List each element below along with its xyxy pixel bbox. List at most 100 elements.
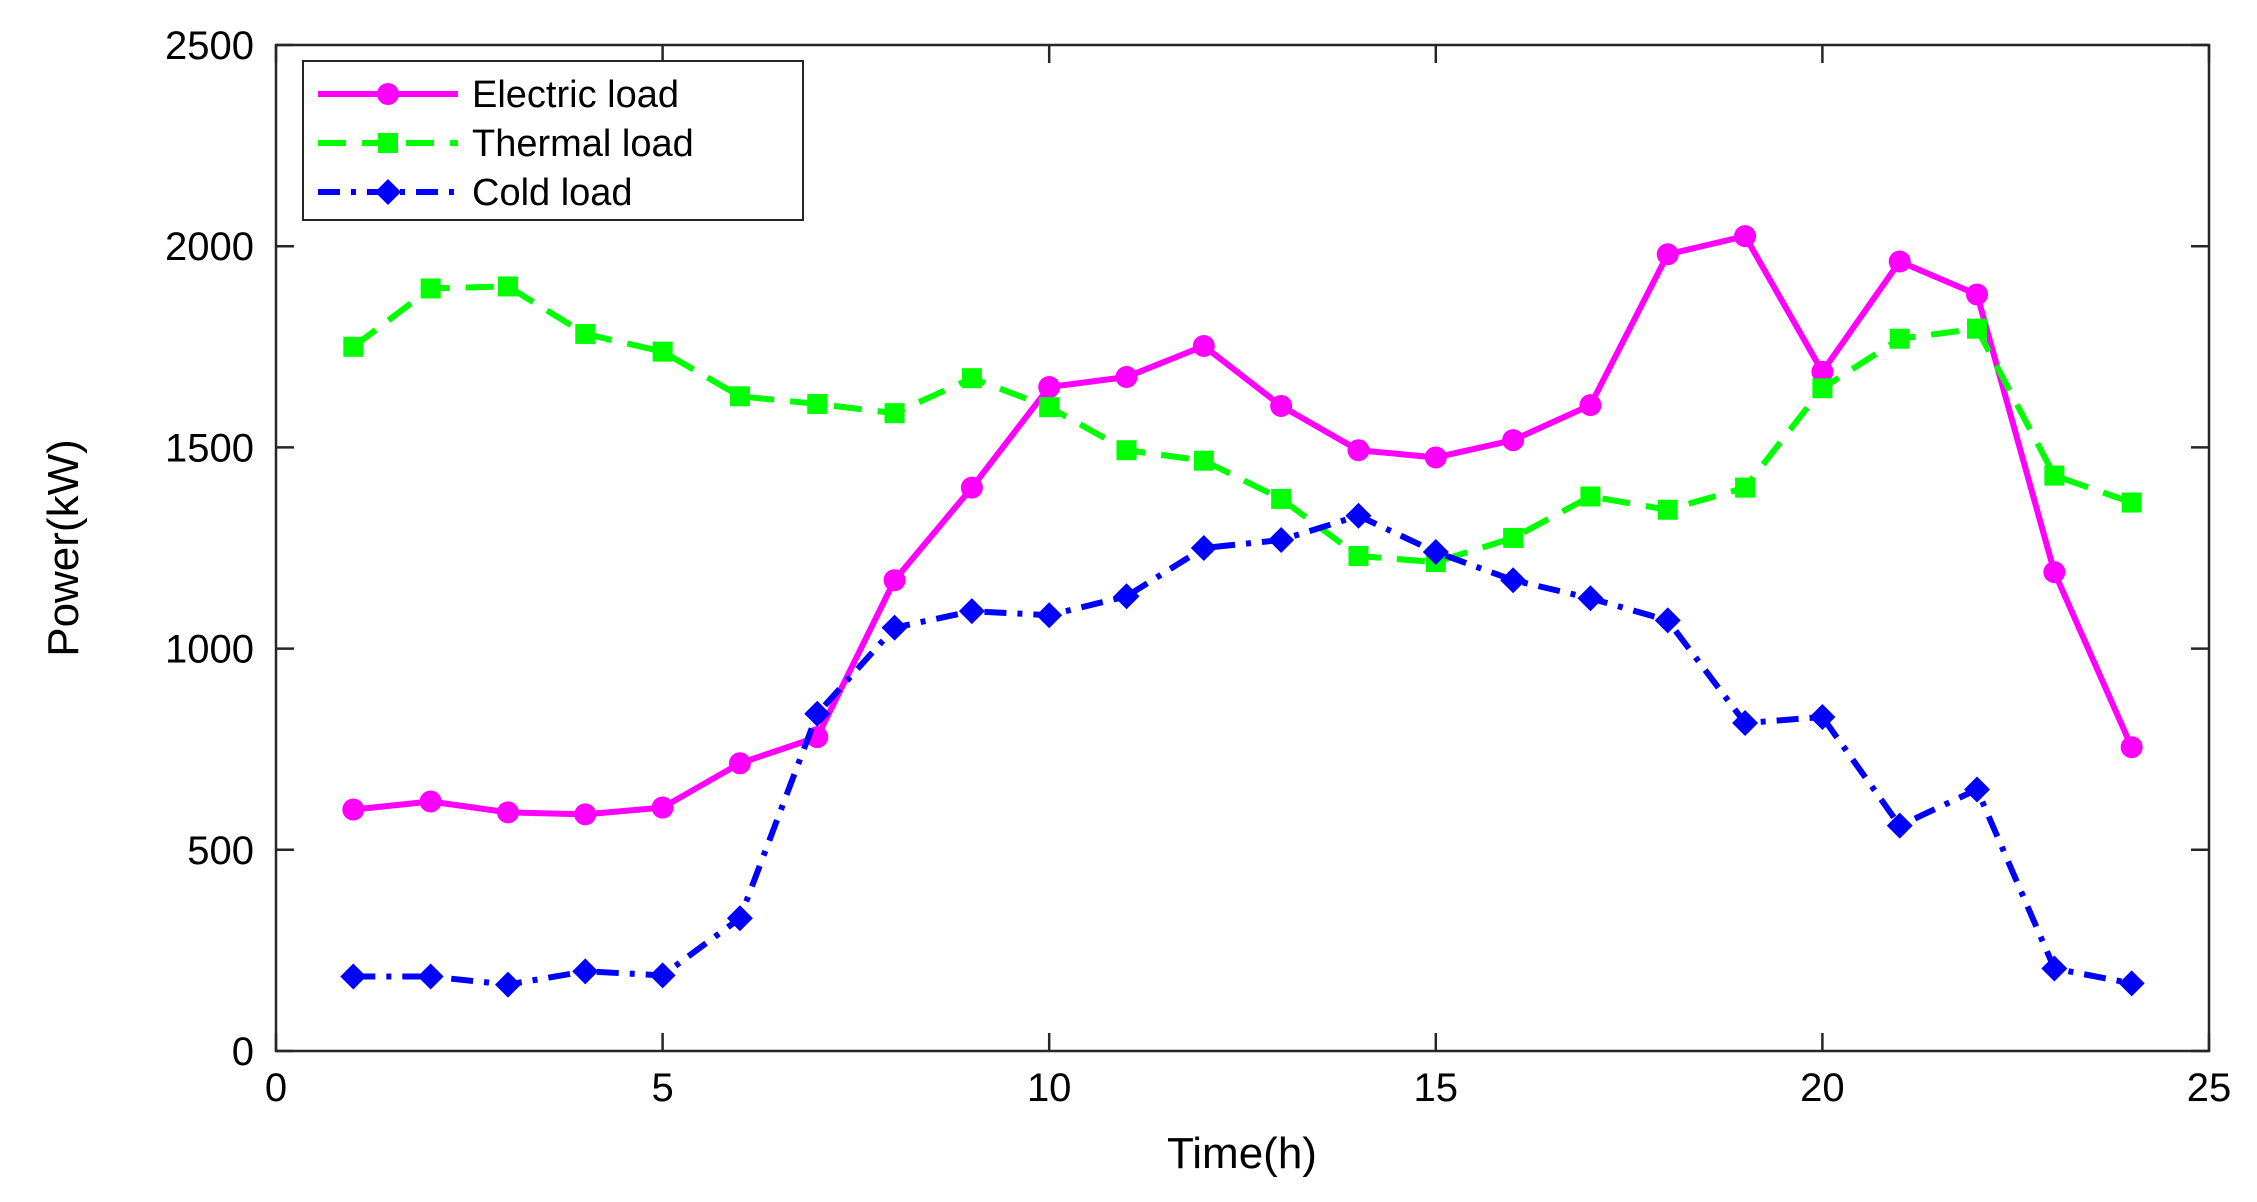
- data-point-2-11: [1190, 535, 1217, 561]
- series-line-0: [353, 233, 2135, 818]
- y-axis-title: Power(kW): [39, 439, 88, 657]
- x-tick-label: 0: [265, 1066, 287, 1110]
- data-point-0-2: [496, 801, 519, 824]
- x-tick-label: 20: [1800, 1066, 1845, 1110]
- y-tick-label: 0: [232, 1030, 254, 1074]
- data-point-0-11: [1192, 334, 1215, 357]
- data-point-2-6: [804, 700, 831, 727]
- data-point-2-1: [417, 963, 444, 990]
- data-point-1-1: [420, 278, 441, 299]
- data-point-2-3: [572, 958, 599, 985]
- data-point-0-23: [2120, 736, 2143, 759]
- plot-frame: [274, 43, 2211, 1053]
- data-point-1-15: [1503, 527, 1524, 548]
- legend-marker-1: [378, 133, 398, 153]
- legend: Electric load Thermal load Cold load: [302, 60, 804, 221]
- data-point-2-17: [1654, 607, 1681, 634]
- data-point-1-22: [2044, 465, 2065, 486]
- legend-entries: Electric load Thermal load Cold load: [318, 74, 694, 214]
- data-point-1-10: [1116, 440, 1137, 461]
- data-point-1-19: [1812, 378, 1833, 399]
- data-point-1-8: [961, 368, 982, 389]
- series-line-2: [353, 512, 2133, 988]
- data-point-1-16: [1580, 486, 1601, 507]
- data-point-1-13: [1348, 546, 1369, 567]
- data-point-1-5: [729, 386, 750, 407]
- x-tick-label: 5: [651, 1066, 673, 1110]
- legend-label-2: Cold load: [472, 172, 633, 214]
- data-point-0-0: [342, 798, 365, 821]
- data-point-0-4: [651, 796, 674, 819]
- data-point-2-10: [1113, 583, 1140, 610]
- data-point-0-13: [1347, 439, 1370, 462]
- data-point-2-7: [881, 614, 908, 641]
- data-point-0-20: [1888, 250, 1911, 273]
- data-point-0-19: [1811, 360, 1834, 383]
- plot-layer: [340, 225, 2145, 998]
- data-point-2-9: [1036, 602, 1063, 629]
- data-point-0-14: [1424, 446, 1447, 469]
- data-point-2-13: [1345, 502, 1372, 529]
- legend-marker-2: [375, 179, 401, 205]
- data-point-1-11: [1193, 450, 1214, 471]
- data-point-1-4: [652, 341, 673, 362]
- data-point-0-8: [960, 476, 983, 499]
- series-line-1: [351, 283, 2133, 566]
- y-axis-ticks: 0 500 1000 1500 2000 2500: [165, 24, 2209, 1074]
- x-axis-title: Time(h): [1167, 1129, 1317, 1178]
- y-tick-label: 2000: [165, 225, 254, 269]
- data-point-2-5: [726, 905, 753, 932]
- data-point-0-18: [1734, 225, 1757, 248]
- data-point-2-12: [1268, 526, 1295, 553]
- y-tick-label: 500: [187, 829, 254, 873]
- x-tick-label: 10: [1027, 1066, 1072, 1110]
- x-tick-label: 15: [1414, 1066, 1459, 1110]
- data-point-1-6: [807, 393, 828, 414]
- data-point-0-15: [1502, 429, 1525, 452]
- y-tick-label: 2500: [165, 24, 254, 68]
- data-point-1-17: [1657, 499, 1678, 520]
- data-point-2-15: [1500, 567, 1527, 594]
- data-point-1-12: [1271, 488, 1292, 509]
- data-point-2-8: [958, 598, 985, 625]
- data-point-1-7: [884, 403, 905, 424]
- data-point-2-14: [1422, 539, 1449, 566]
- x-tick-label: 25: [2187, 1066, 2232, 1110]
- data-point-2-22: [2041, 955, 2068, 982]
- y-tick-label: 1500: [165, 426, 254, 470]
- x-axis-ticks: 0 5 10 15 20 25: [265, 45, 2231, 1110]
- data-point-2-21: [1964, 776, 1991, 803]
- data-point-1-3: [575, 323, 596, 344]
- data-point-2-23: [2118, 970, 2145, 997]
- data-point-0-17: [1656, 243, 1679, 266]
- data-point-2-19: [1809, 704, 1836, 731]
- data-point-0-12: [1270, 394, 1293, 417]
- data-point-1-0: [343, 336, 364, 357]
- data-point-2-18: [1732, 710, 1759, 737]
- legend-marker-0: [377, 83, 399, 105]
- data-point-2-2: [494, 971, 521, 998]
- data-point-0-16: [1579, 394, 1602, 417]
- data-point-0-22: [2043, 561, 2066, 584]
- data-point-0-10: [1115, 365, 1138, 388]
- data-point-1-23: [2121, 492, 2142, 513]
- data-point-0-1: [419, 790, 442, 813]
- data-point-1-9: [1039, 397, 1060, 418]
- data-point-2-4: [649, 962, 676, 989]
- y-tick-label: 1000: [165, 628, 254, 672]
- data-point-2-20: [1886, 812, 1913, 839]
- data-point-0-5: [728, 752, 751, 775]
- data-point-1-2: [497, 276, 518, 297]
- legend-label-0: Electric load: [472, 74, 679, 116]
- data-point-1-21: [1967, 318, 1988, 339]
- data-point-1-20: [1889, 328, 1910, 349]
- data-point-0-3: [574, 803, 597, 826]
- data-point-0-21: [1966, 283, 1989, 306]
- data-point-1-18: [1735, 477, 1756, 498]
- legend-label-1: Thermal load: [472, 123, 694, 165]
- data-point-2-0: [340, 963, 367, 990]
- data-point-0-9: [1038, 376, 1061, 399]
- data-point-2-16: [1577, 585, 1604, 612]
- data-point-0-7: [883, 569, 906, 592]
